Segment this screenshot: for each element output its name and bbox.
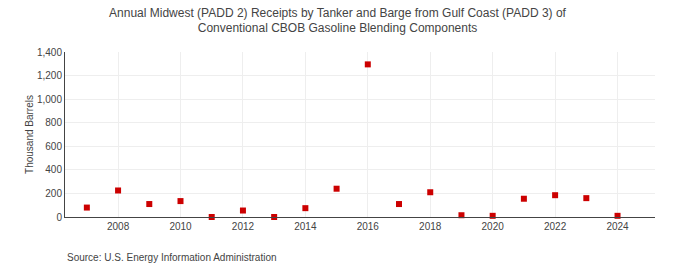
svg-text:Thousand Barrels: Thousand Barrels [24,95,35,174]
svg-text:200: 200 [45,188,62,199]
svg-text:2014: 2014 [294,221,317,232]
svg-text:2024: 2024 [606,221,629,232]
svg-text:Source: U.S. Energy Informatio: Source: U.S. Energy Information Administ… [67,252,277,263]
svg-text:1,000: 1,000 [37,94,62,105]
svg-text:400: 400 [45,164,62,175]
svg-text:2012: 2012 [232,221,255,232]
svg-text:2018: 2018 [419,221,442,232]
svg-text:2008: 2008 [107,221,130,232]
svg-text:1,200: 1,200 [37,70,62,81]
svg-text:2016: 2016 [357,221,380,232]
svg-text:2020: 2020 [482,221,505,232]
svg-text:600: 600 [45,141,62,152]
svg-text:2022: 2022 [544,221,567,232]
svg-text:1,400: 1,400 [37,47,62,58]
svg-text:800: 800 [45,117,62,128]
svg-text:2010: 2010 [169,221,192,232]
svg-text:Annual Midwest (PADD 2) Receip: Annual Midwest (PADD 2) Receipts by Tank… [109,6,567,36]
svg-text:0: 0 [56,212,62,223]
